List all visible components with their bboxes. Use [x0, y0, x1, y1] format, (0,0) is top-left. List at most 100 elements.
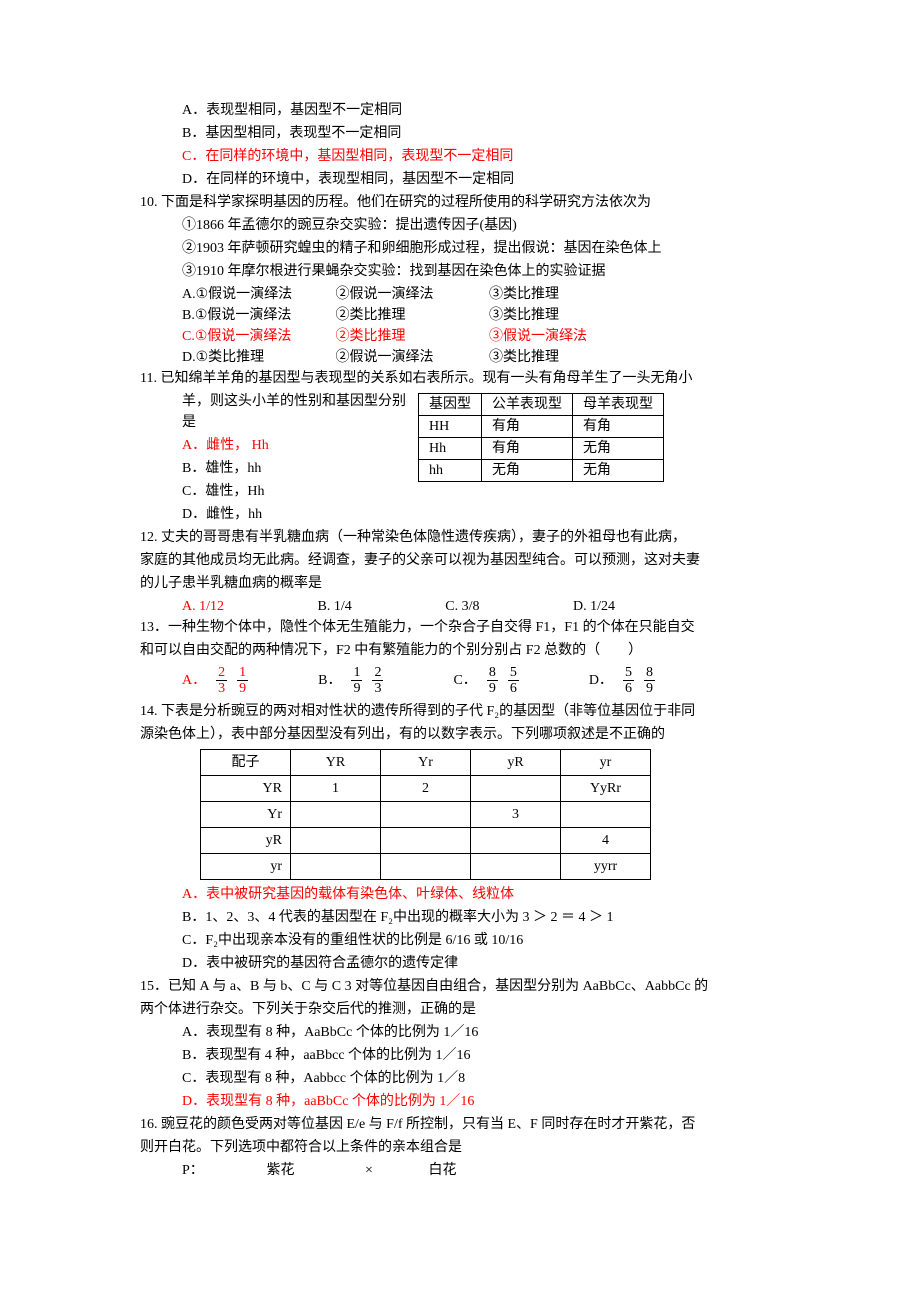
q11-th3: 母羊表现型 — [573, 394, 664, 416]
q9-option-b: B．基因型相同，表现型不一定相同 — [182, 123, 780, 144]
q14-r1c4: YyRr — [561, 775, 651, 801]
q14-r3c3 — [471, 827, 561, 853]
q11-r1c3: 有角 — [573, 416, 664, 438]
q14-h1: YR — [291, 749, 381, 775]
q10-sub3: ③1910 年摩尔根进行果蝇杂交实验：找到基因在染色体上的实验证据 — [182, 261, 780, 282]
q14-option-a: A．表中被研究基因的载体有染色体、叶绿体、线粒体 — [182, 884, 780, 905]
q14-r2c3: 3 — [471, 801, 561, 827]
q13-option-c: C． 89 56 — [453, 665, 518, 697]
q16-stem1: 16. 豌豆花的颜色受两对等位基因 E/e 与 F/f 所控制，只有当 E、F … — [140, 1114, 780, 1135]
q11-option-c: C．雄性，Hh — [182, 481, 410, 502]
q10-sub2: ②1903 年萨顿研究蝗虫的精子和卵细胞形成过程，提出假说：基因在染色体上 — [182, 238, 780, 259]
q13-a-label: A． — [182, 670, 206, 691]
q14-option-d: D．表中被研究的基因符合孟德尔的遗传定律 — [182, 953, 780, 974]
q12-option-a: A. 1/12 — [182, 596, 224, 617]
q14-h4: yr — [561, 749, 651, 775]
q9-option-c: C．在同样的环境中，基因型相同，表现型不一定相同 — [182, 146, 780, 167]
q10-c3: ③假说一演绎法 — [489, 326, 639, 347]
q11-r1c2: 有角 — [482, 416, 573, 438]
q13-b-label: B． — [318, 670, 341, 691]
q11-r2c2: 有角 — [482, 438, 573, 460]
q14-r1c1: 1 — [291, 775, 381, 801]
q13-d-frac1: 56 — [623, 665, 634, 697]
q14-r1c0: YR — [201, 775, 291, 801]
q13-d-frac2: 89 — [644, 665, 655, 697]
q11-r2c3: 无角 — [573, 438, 664, 460]
q10-c2: ②类比推理 — [336, 326, 486, 347]
q10-a2: ②假说一演绎法 — [336, 284, 486, 305]
q14-r3c1 — [291, 827, 381, 853]
q15-stem2: 两个体进行杂交。下列关于杂交后代的推测，正确的是 — [140, 999, 780, 1020]
q15-option-d: D．表现型有 8 种，aaBbCc 个体的比例为 1／16 — [182, 1091, 780, 1112]
q14-r1c3 — [471, 775, 561, 801]
q15-option-c: C．表现型有 8 种，Aabbcc 个体的比例为 1／8 — [182, 1068, 780, 1089]
q16-p-label: P： — [182, 1160, 222, 1181]
q13-c-label: C． — [453, 670, 476, 691]
q14-h2: Yr — [381, 749, 471, 775]
q14-r3c0: yR — [201, 827, 291, 853]
q14-r4c1 — [291, 853, 381, 879]
q13-a-frac2: 19 — [237, 665, 248, 697]
q12-option-d: D. 1/24 — [573, 596, 615, 617]
q11-stem: 11. 已知绵羊羊角的基因型与表现型的关系如右表所示。现有一头有角母羊生了一头无… — [140, 368, 780, 389]
q12-stem3: 的儿子患半乳糖血病的概率是 — [140, 573, 780, 594]
q14-h3: yR — [471, 749, 561, 775]
q14-r1c2: 2 — [381, 775, 471, 801]
q13-option-a: A． 23 19 — [182, 665, 248, 697]
q10-stem: 10. 下面是科学家探明基因的历程。他们在研究的过程所使用的科学研究方法依次为 — [140, 192, 780, 213]
q14-r4c2 — [381, 853, 471, 879]
q13-c-frac2: 56 — [508, 665, 519, 697]
q14-r3c4: 4 — [561, 827, 651, 853]
q14-r3c2 — [381, 827, 471, 853]
q13-option-b: B． 19 23 — [318, 665, 383, 697]
q14-stem2: 源染色体上），表中部分基因型没有列出，有的以数字表示。下列哪项叙述是不正确的 — [140, 724, 780, 745]
q12-stem1: 12. 丈夫的哥哥患有半乳糖血病（一种常染色体隐性遗传疾病），妻子的外祖母也有此… — [140, 527, 780, 548]
q12-option-b: B. 1/4 — [318, 596, 352, 617]
q11-stem2: 羊，则这头小羊的性别和基因型分别是 — [182, 391, 410, 433]
q16-cross-icon: × — [339, 1160, 399, 1181]
q10-option-a: A.①假说一演绎法 ②假说一演绎法 ③类比推理 — [182, 284, 780, 305]
q10-d1: D.①类比推理 — [182, 347, 332, 368]
q14-r2c1 — [291, 801, 381, 827]
q13-stem2: 和可以自由交配的两种情况下，F2 中有繁殖能力的个别分别占 F2 总数的（ ） — [140, 640, 780, 661]
q14-h0: 配子 — [201, 749, 291, 775]
q14-r2c4 — [561, 801, 651, 827]
q14-r4c3 — [471, 853, 561, 879]
q10-a3: ③类比推理 — [489, 284, 639, 305]
q13-b-frac1: 19 — [351, 665, 362, 697]
q13-d-label: D． — [589, 670, 613, 691]
q9-option-a: A．表现型相同，基因型不一定相同 — [182, 100, 780, 121]
q11-r1c1: HH — [419, 416, 482, 438]
q10-option-b: B.①假说一演绎法 ②类比推理 ③类比推理 — [182, 305, 780, 326]
q11-th1: 基因型 — [419, 394, 482, 416]
q15-option-b: B．表现型有 4 种，aaBbcc 个体的比例为 1／16 — [182, 1045, 780, 1066]
q16-stem2: 则开白花。下列选项中都符合以上条件的亲本组合是 — [140, 1137, 780, 1158]
q9-option-d: D．在同样的环境中，表现型相同，基因型不一定相同 — [182, 169, 780, 190]
q11-table: 基因型 公羊表现型 母羊表现型 HH 有角 有角 Hh 有角 无角 hh 无角 … — [418, 393, 664, 482]
q11-option-b: B．雄性，hh — [182, 458, 410, 479]
q16-white: 白花 — [403, 1160, 483, 1181]
q14-table: 配子 YR Yr yR yr YR 1 2 YyRr Yr 3 yR 4 yr … — [200, 749, 651, 880]
q14-r4c4: yyrr — [561, 853, 651, 879]
q13-b-frac2: 23 — [372, 665, 383, 697]
q13-option-d: D． 56 89 — [589, 665, 655, 697]
q12-options: A. 1/12 B. 1/4 C. 3/8 D. 1/24 — [182, 596, 780, 617]
q13-c-frac1: 89 — [487, 665, 498, 697]
q11-r2c1: Hh — [419, 438, 482, 460]
q10-sub1: ①1866 年孟德尔的豌豆杂交实验：提出遗传因子(基因) — [182, 215, 780, 236]
q15-stem1: 15．已知 A 与 a、B 与 b、C 与 C 3 对等位基因自由组合，基因型分… — [140, 976, 780, 997]
q12-stem2: 家庭的其他成员均无此病。经调查，妻子的父亲可以视为基因型纯合。可以预测，这对夫妻 — [140, 550, 780, 571]
q10-b1: B.①假说一演绎法 — [182, 305, 332, 326]
q16-cross: P： 紫花 × 白花 — [182, 1160, 780, 1181]
q10-b2: ②类比推理 — [336, 305, 486, 326]
q10-option-d: D.①类比推理 ②假说一演绎法 ③类比推理 — [182, 347, 780, 368]
q11-option-a: A．雌性， Hh — [182, 435, 410, 456]
q14-option-c: C．F₂中出现亲本没有的重组性状的比例是 6/16 或 10/16 — [182, 930, 780, 951]
q10-d2: ②假说一演绎法 — [336, 347, 486, 368]
q10-b3: ③类比推理 — [489, 305, 639, 326]
q14-r2c2 — [381, 801, 471, 827]
q11-r3c2: 无角 — [482, 460, 573, 482]
q15-option-a: A．表现型有 8 种，AaBbCc 个体的比例为 1／16 — [182, 1022, 780, 1043]
q13-options: A． 23 19 B． 19 23 C． 89 56 D． 56 89 — [182, 665, 780, 697]
q11-option-d: D．雌性，hh — [182, 504, 410, 525]
